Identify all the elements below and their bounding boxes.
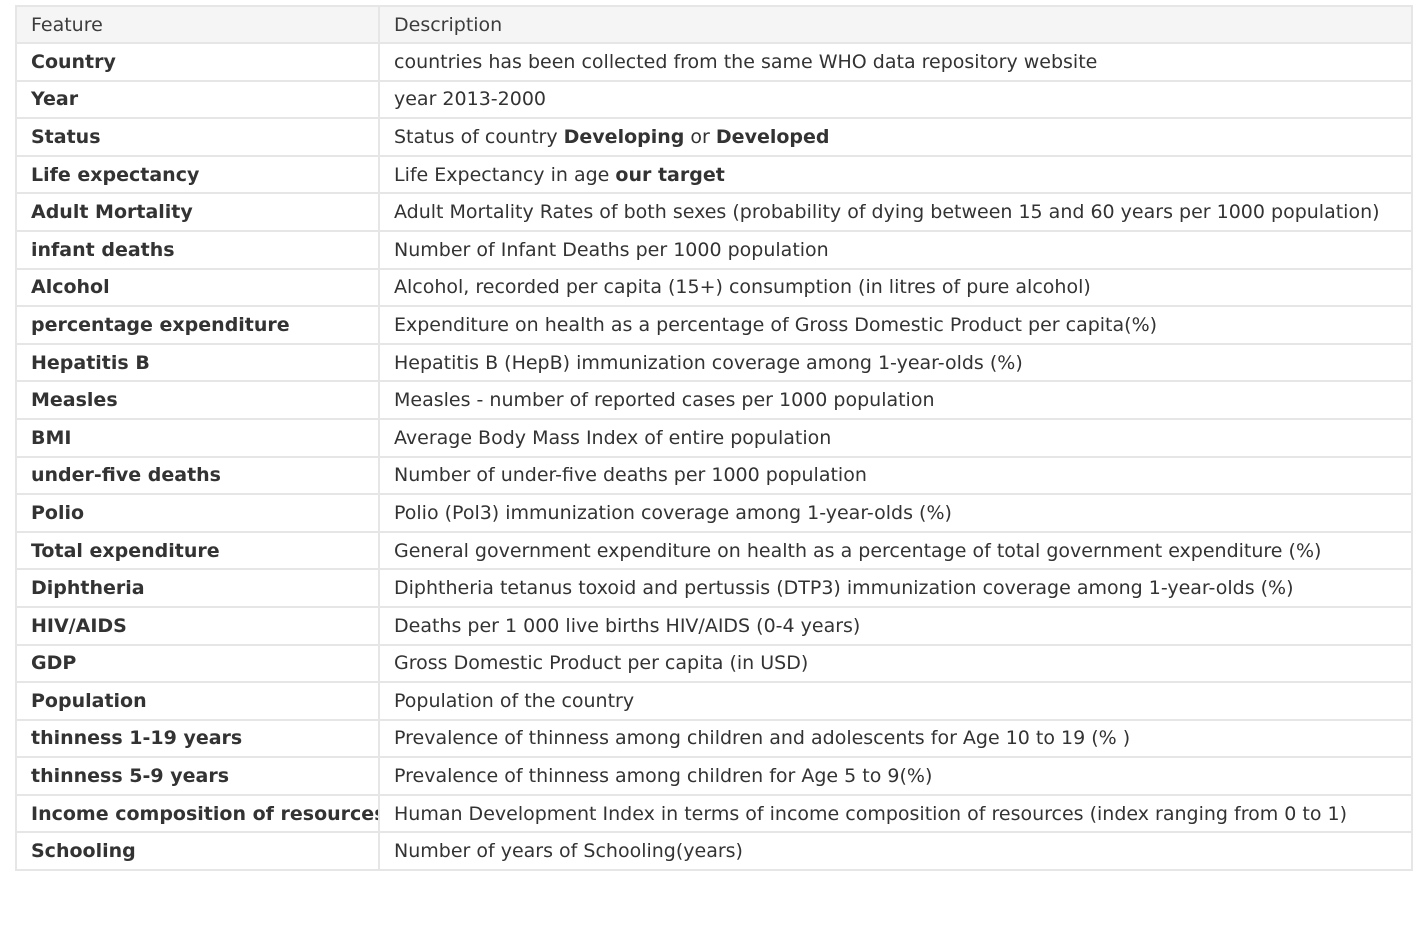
feature-description-cell: Prevalence of thinness among children fo…: [378, 756, 1413, 796]
feature-description-cell: year 2013-2000: [378, 79, 1413, 120]
table-row: Schooling Number of years of Schooling(ye…: [15, 831, 1413, 872]
table-row: BMI Average Body Mass Index of entire pop…: [15, 417, 1413, 458]
description-text: Status of country: [394, 125, 564, 148]
description-text: Population of the country: [394, 689, 635, 712]
table-row: Life expectancy Life Expectancy in age ou…: [15, 154, 1413, 195]
table-row: percentage expenditure Expenditure on hea…: [15, 305, 1413, 345]
feature-name-cell: Population: [15, 681, 380, 721]
description-text: Number of under-five deaths per 1000 pop…: [394, 464, 867, 487]
table-body: Country countries has been collected from…: [15, 42, 1413, 872]
description-emphasis-text: Developed: [715, 125, 830, 148]
feature-description-cell: Adult Mortality Rates of both sexes (pro…: [378, 192, 1413, 232]
feature-name-cell: thinness 1-19 years: [15, 718, 380, 759]
feature-name-cell: Year: [15, 79, 380, 120]
description-text: Deaths per 1 000 live births HIV/AIDS (0…: [394, 614, 861, 637]
table-row: Adult Mortality Adult Mortality Rates of …: [15, 192, 1413, 232]
table-row: Year year 2013-2000: [15, 79, 1413, 120]
header-row: Feature Description: [15, 5, 1413, 44]
feature-name-cell: Life expectancy: [15, 154, 380, 195]
feature-description-cell: Prevalence of thinness among children an…: [378, 718, 1413, 759]
description-text: or: [684, 125, 716, 148]
feature-description-cell: Number of years of Schooling(years): [378, 831, 1413, 872]
description-text: Prevalence of thinness among children an…: [394, 727, 1131, 750]
feature-name-cell: Measles: [15, 380, 380, 420]
feature-name-cell: BMI: [15, 417, 380, 458]
table-row: thinness 1-19 years Prevalence of thinnes…: [15, 718, 1413, 759]
description-text: Gross Domestic Product per capita (in US…: [394, 652, 809, 675]
description-emphasis-text: our target: [615, 163, 725, 186]
table-header: Feature Description: [15, 5, 1413, 44]
feature-description-cell: Diphtheria tetanus toxoid and pertussis …: [378, 568, 1413, 608]
description-emphasis-text: Developing: [563, 125, 685, 148]
description-text: Average Body Mass Index of entire popula…: [394, 426, 832, 449]
description-text: Life Expectancy in age: [394, 163, 616, 186]
feature-name-cell: Adult Mortality: [15, 192, 380, 232]
feature-description-cell: Expenditure on health as a percentage of…: [378, 305, 1413, 345]
table-row: GDP Gross Domestic Product per capita (in…: [15, 643, 1413, 684]
description-text: year 2013-2000: [394, 88, 546, 111]
table-row: Status Status of country Developing or De…: [15, 117, 1413, 157]
feature-name-cell: Hepatitis B: [15, 342, 380, 383]
description-text: Adult Mortality Rates of both sexes (pro…: [394, 201, 1380, 224]
table-row: under-five deaths Number of under-five de…: [15, 455, 1413, 496]
feature-name-cell: Polio: [15, 493, 380, 533]
description-text: Expenditure on health as a percentage of…: [394, 313, 1158, 336]
feature-description-cell: Human Development Index in terms of inco…: [378, 793, 1413, 834]
feature-name-cell: infant deaths: [15, 229, 380, 270]
table-row: Measles Measles - number of reported case…: [15, 380, 1413, 420]
feature-description-cell: countries has been collected from the sa…: [378, 42, 1413, 82]
feature-description-cell: General government expenditure on health…: [378, 530, 1413, 571]
feature-description-table: Feature Description Country countries has…: [15, 5, 1413, 872]
description-column-header: Description: [378, 5, 1413, 44]
feature-description-cell: Hepatitis B (HepB) immunization coverage…: [378, 342, 1413, 383]
feature-column-header: Feature: [15, 5, 380, 44]
feature-name-cell: Schooling: [15, 831, 380, 872]
table-row: Country countries has been collected from…: [15, 42, 1413, 82]
feature-description-cell: Number of Infant Deaths per 1000 populat…: [378, 229, 1413, 270]
table-row: infant deaths Number of Infant Deaths per…: [15, 229, 1413, 270]
feature-name-cell: GDP: [15, 643, 380, 684]
description-text: Measles - number of reported cases per 1…: [394, 389, 935, 412]
feature-description-cell: Polio (Pol3) immunization coverage among…: [378, 493, 1413, 533]
feature-name-cell: Status: [15, 117, 380, 157]
feature-description-cell: Gross Domestic Product per capita (in US…: [378, 643, 1413, 684]
description-text: Prevalence of thinness among children fo…: [394, 765, 933, 788]
description-text: Alcohol, recorded per capita (15+) consu…: [394, 276, 1091, 299]
description-text: Diphtheria tetanus toxoid and pertussis …: [394, 577, 1294, 600]
description-text: Human Development Index in terms of inco…: [394, 802, 1348, 825]
feature-name-cell: percentage expenditure: [15, 305, 380, 345]
description-text: Hepatitis B (HepB) immunization coverage…: [394, 351, 1023, 374]
table-row: HIV/AIDS Deaths per 1 000 live births HIV…: [15, 605, 1413, 646]
feature-description-cell: Measles - number of reported cases per 1…: [378, 380, 1413, 420]
description-text: General government expenditure on health…: [394, 539, 1322, 562]
feature-description-cell: Alcohol, recorded per capita (15+) consu…: [378, 267, 1413, 308]
table-row: Diphtheria Diphtheria tetanus toxoid and …: [15, 568, 1413, 608]
feature-name-cell: HIV/AIDS: [15, 605, 380, 646]
description-text: Polio (Pol3) immunization coverage among…: [394, 501, 952, 524]
feature-description-cell: Deaths per 1 000 live births HIV/AIDS (0…: [378, 605, 1413, 646]
description-text: Number of years of Schooling(years): [394, 840, 743, 863]
table-row: Income composition of resources Human Dev…: [15, 793, 1413, 834]
feature-description-cell: Status of country Developing or Develope…: [378, 117, 1413, 157]
description-text: Number of Infant Deaths per 1000 populat…: [394, 238, 829, 261]
table-row: Hepatitis B Hepatitis B (HepB) immunizati…: [15, 342, 1413, 383]
feature-name-cell: Alcohol: [15, 267, 380, 308]
feature-name-cell: Total expenditure: [15, 530, 380, 571]
table-row: Polio Polio (Pol3) immunization coverage …: [15, 493, 1413, 533]
feature-name-cell: Income composition of resources: [15, 793, 380, 834]
table-row: thinness 5-9 years Prevalence of thinness…: [15, 756, 1413, 796]
feature-description-cell: Life Expectancy in age our target: [378, 154, 1413, 195]
feature-name-cell: under-five deaths: [15, 455, 380, 496]
table-row: Total expenditure General government expe…: [15, 530, 1413, 571]
feature-name-cell: Country: [15, 42, 380, 82]
feature-name-cell: Diphtheria: [15, 568, 380, 608]
feature-description-cell: Number of under-five deaths per 1000 pop…: [378, 455, 1413, 496]
feature-description-table-container: Feature Description Country countries has…: [15, 5, 1413, 872]
table-row: Alcohol Alcohol, recorded per capita (15+…: [15, 267, 1413, 308]
table-row: Population Population of the country: [15, 681, 1413, 721]
feature-description-cell: Population of the country: [378, 681, 1413, 721]
description-text: countries has been collected from the sa…: [394, 50, 1098, 73]
feature-description-cell: Average Body Mass Index of entire popula…: [378, 417, 1413, 458]
feature-name-cell: thinness 5-9 years: [15, 756, 380, 796]
